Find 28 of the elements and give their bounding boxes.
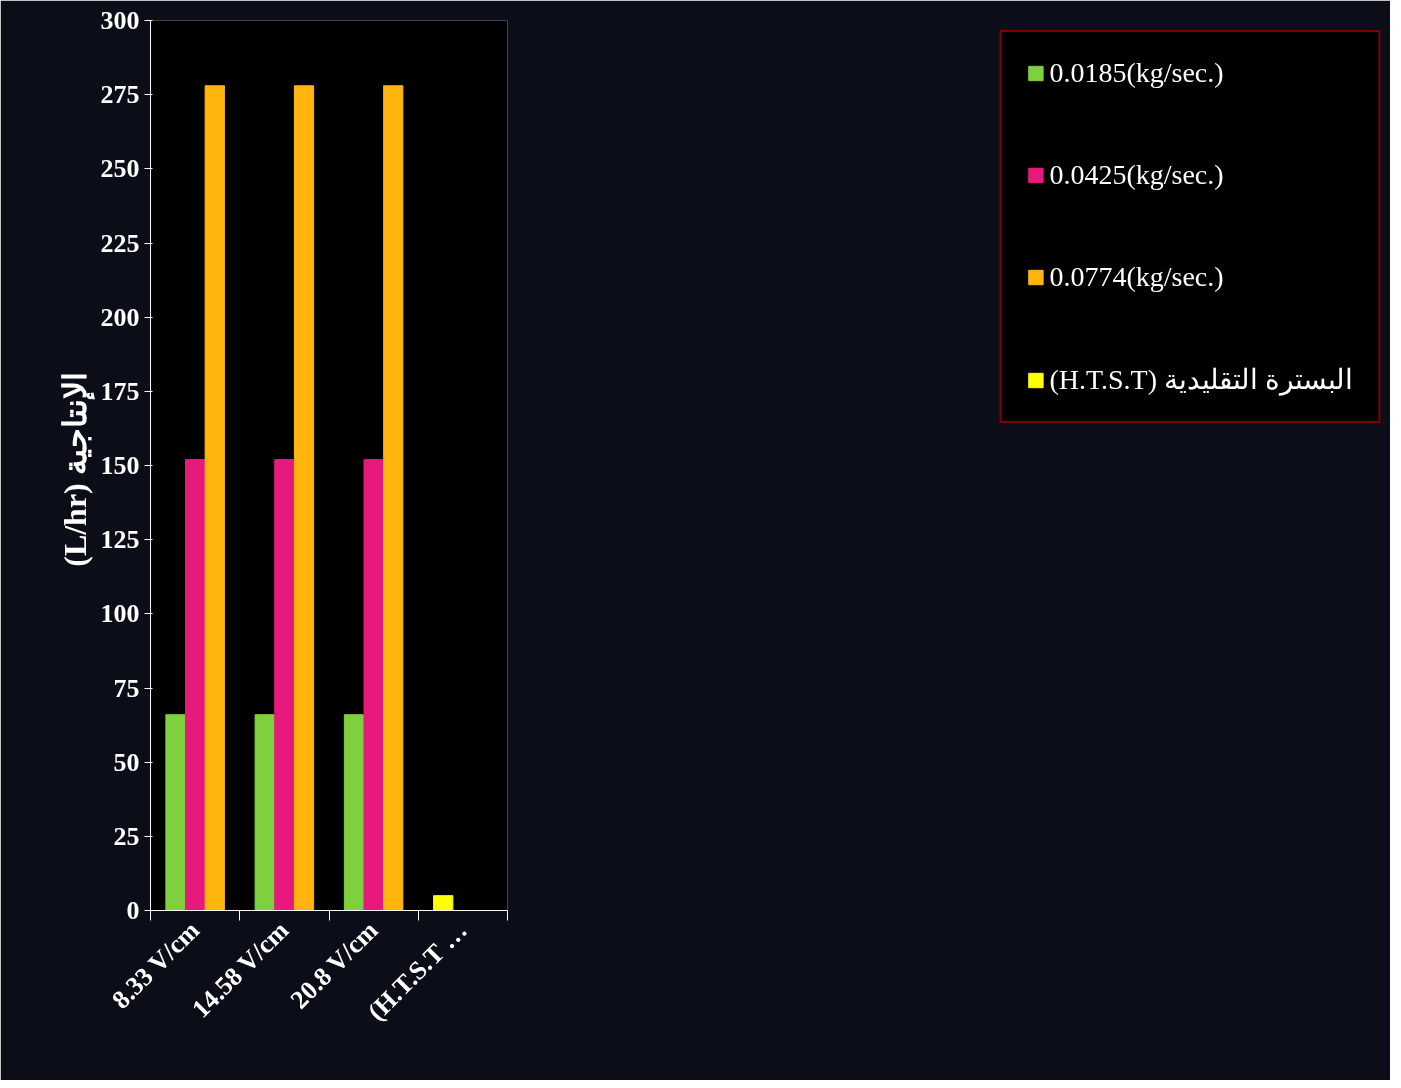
- legend-label: 0.0425(kg/sec.): [1049, 159, 1225, 191]
- bar: [363, 459, 384, 911]
- y-tick-label: 25: [113, 821, 140, 851]
- y-tick-label: 275: [100, 80, 140, 110]
- y-axis-title: (L/hr) الإنتاجية: [56, 372, 95, 567]
- bar: [204, 85, 225, 911]
- y-tick-label: 250: [100, 154, 140, 184]
- bar: [274, 459, 295, 911]
- y-tick-label: 225: [100, 228, 140, 258]
- bar: [165, 714, 186, 911]
- y-tick-label: 50: [113, 747, 140, 777]
- legend-label: 0.0185(kg/sec.): [1049, 57, 1225, 89]
- y-tick-label: 100: [100, 599, 140, 629]
- y-tick-label: 75: [113, 673, 140, 703]
- bar: [185, 459, 206, 911]
- bar: [383, 85, 404, 911]
- y-tick-label: 175: [100, 376, 140, 406]
- y-tick-label: 150: [100, 451, 140, 480]
- legend-label: 0.0774(kg/sec.): [1049, 261, 1225, 293]
- bar: [343, 714, 365, 911]
- y-tick-label: 125: [100, 525, 140, 555]
- bar: [293, 85, 315, 911]
- bar: [254, 714, 275, 911]
- legend-label: (H.T.S.T) البسترة التقليدية: [1049, 363, 1353, 396]
- y-tick-label: 300: [100, 6, 140, 35]
- bar: [433, 895, 454, 911]
- y-tick-label: 0: [126, 896, 140, 925]
- y-tick-label: 200: [100, 302, 140, 332]
